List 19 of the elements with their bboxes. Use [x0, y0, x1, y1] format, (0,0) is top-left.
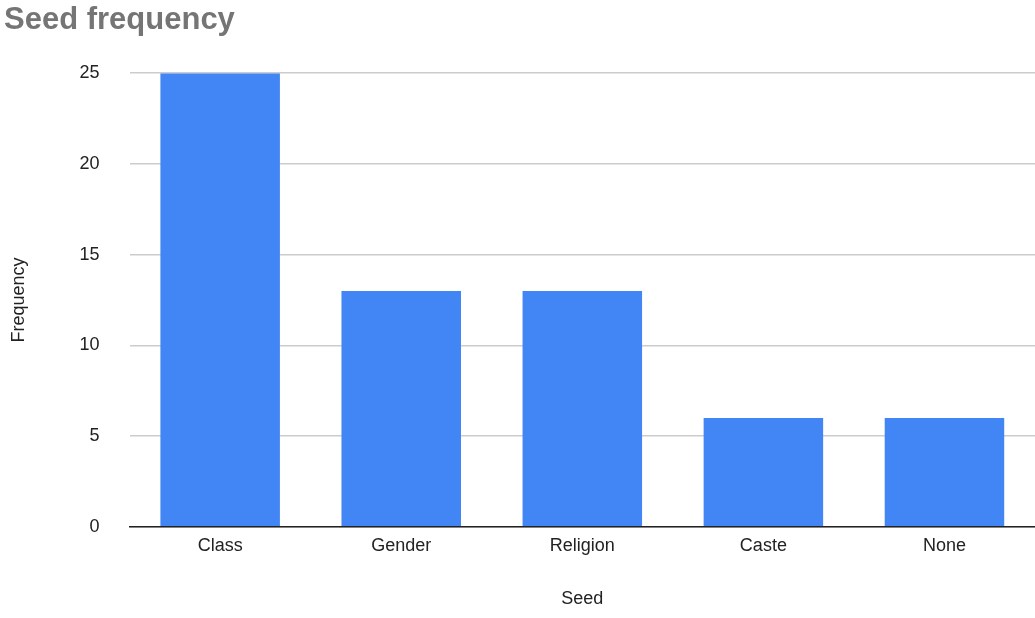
- x-tick-label: Class: [197, 534, 243, 555]
- chart-title: Seed frequency: [4, 1, 236, 37]
- x-tick-label: Caste: [739, 534, 787, 555]
- x-tick-label: Gender: [371, 534, 432, 555]
- y-tick-label: 25: [79, 62, 100, 83]
- x-tick-label: None: [922, 534, 966, 555]
- x-tick-label: Religion: [549, 534, 615, 555]
- y-tick-label: 0: [89, 515, 100, 536]
- y-tick-label: 5: [89, 425, 100, 446]
- bar: [703, 417, 824, 527]
- bar: [341, 290, 461, 527]
- y-tick-label: 20: [79, 152, 100, 173]
- y-tick-label: 10: [79, 334, 100, 355]
- y-tick-label: 15: [79, 243, 100, 264]
- bar: [160, 73, 280, 527]
- bar: [884, 417, 1005, 527]
- bar: [522, 290, 643, 527]
- x-axis-title: Seed: [561, 588, 604, 609]
- y-axis-title: Frequency: [7, 257, 28, 343]
